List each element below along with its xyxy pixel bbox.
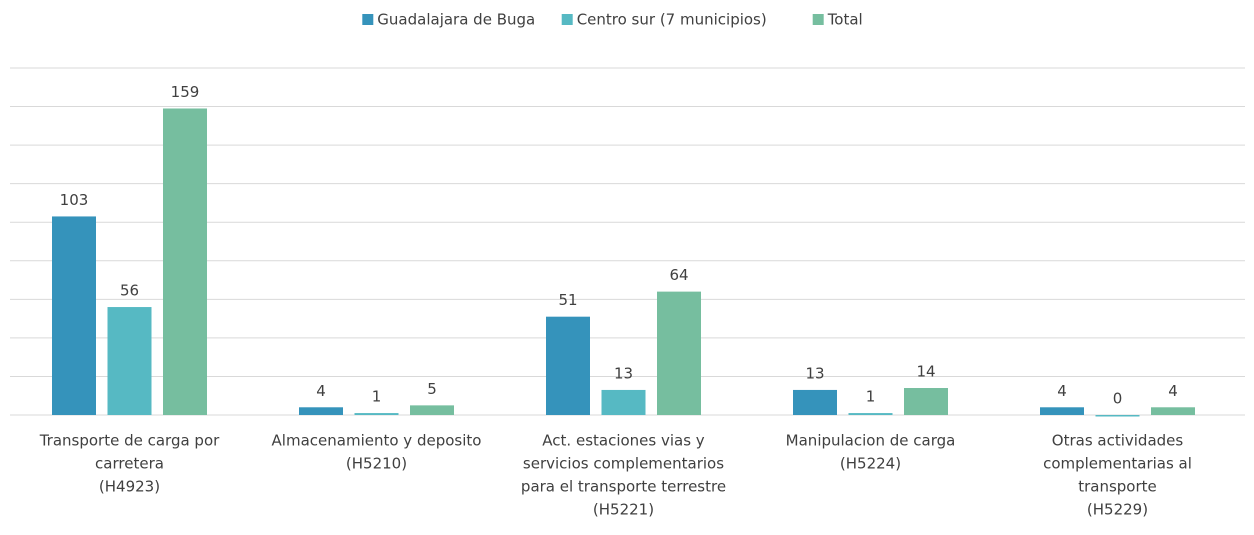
data-label: 13: [614, 364, 633, 382]
data-label: 5: [427, 380, 437, 398]
data-label: 64: [669, 266, 688, 284]
bar: [107, 307, 152, 415]
data-label: 1: [866, 388, 876, 406]
data-label: 13: [805, 364, 824, 382]
bar: [904, 388, 948, 415]
bar: [354, 413, 399, 415]
x-tick-label: (H5210): [346, 455, 407, 473]
data-label: 0: [1113, 390, 1123, 408]
bar: [52, 216, 96, 415]
x-tick-label: carretera: [95, 455, 164, 473]
x-tick-label: (H4923): [99, 478, 160, 496]
legend-label: Total: [827, 11, 863, 29]
bar: [848, 413, 893, 415]
bar: [601, 389, 646, 415]
data-label: 4: [316, 382, 326, 400]
bar: [1040, 407, 1084, 415]
data-label: 1: [372, 388, 382, 406]
x-tick-label: complementarias al: [1043, 455, 1192, 473]
data-label: 14: [916, 363, 935, 381]
x-tick-label: Almacenamiento y deposito: [272, 432, 482, 450]
data-label: 103: [60, 191, 89, 209]
data-label: 4: [1057, 382, 1067, 400]
data-label: 159: [171, 83, 200, 101]
x-tick-label: transporte: [1078, 478, 1157, 496]
bar: [410, 405, 454, 415]
legend-swatch: [561, 14, 573, 25]
legend-swatch: [362, 14, 374, 25]
data-label: 51: [558, 291, 577, 309]
x-tick-label: servicios complementarios: [523, 455, 724, 473]
x-tick-label: (H5229): [1087, 501, 1148, 519]
x-tick-label: Act. estaciones vias y: [542, 432, 705, 450]
bar: [793, 389, 837, 415]
bar: [1151, 407, 1195, 415]
data-label: 56: [120, 282, 139, 300]
x-tick-label: Transporte de carga por: [39, 432, 220, 450]
bar: [163, 108, 207, 415]
x-tick-label: (H5224): [840, 455, 901, 473]
bar: [1095, 415, 1140, 417]
x-tick-label: para el transporte terrestre: [521, 478, 726, 496]
bar: [546, 316, 590, 415]
legend-swatch: [812, 14, 824, 25]
x-tick-label: (H5221): [593, 501, 654, 519]
data-label: 4: [1168, 382, 1178, 400]
bar: [657, 291, 701, 415]
x-tick-label: Manipulacion de carga: [786, 432, 956, 450]
x-tick-label: Otras actividades: [1052, 432, 1184, 450]
legend-label: Guadalajara de Buga: [377, 11, 535, 29]
bar: [299, 407, 343, 415]
legend-label: Centro sur (7 municipios): [577, 11, 767, 29]
